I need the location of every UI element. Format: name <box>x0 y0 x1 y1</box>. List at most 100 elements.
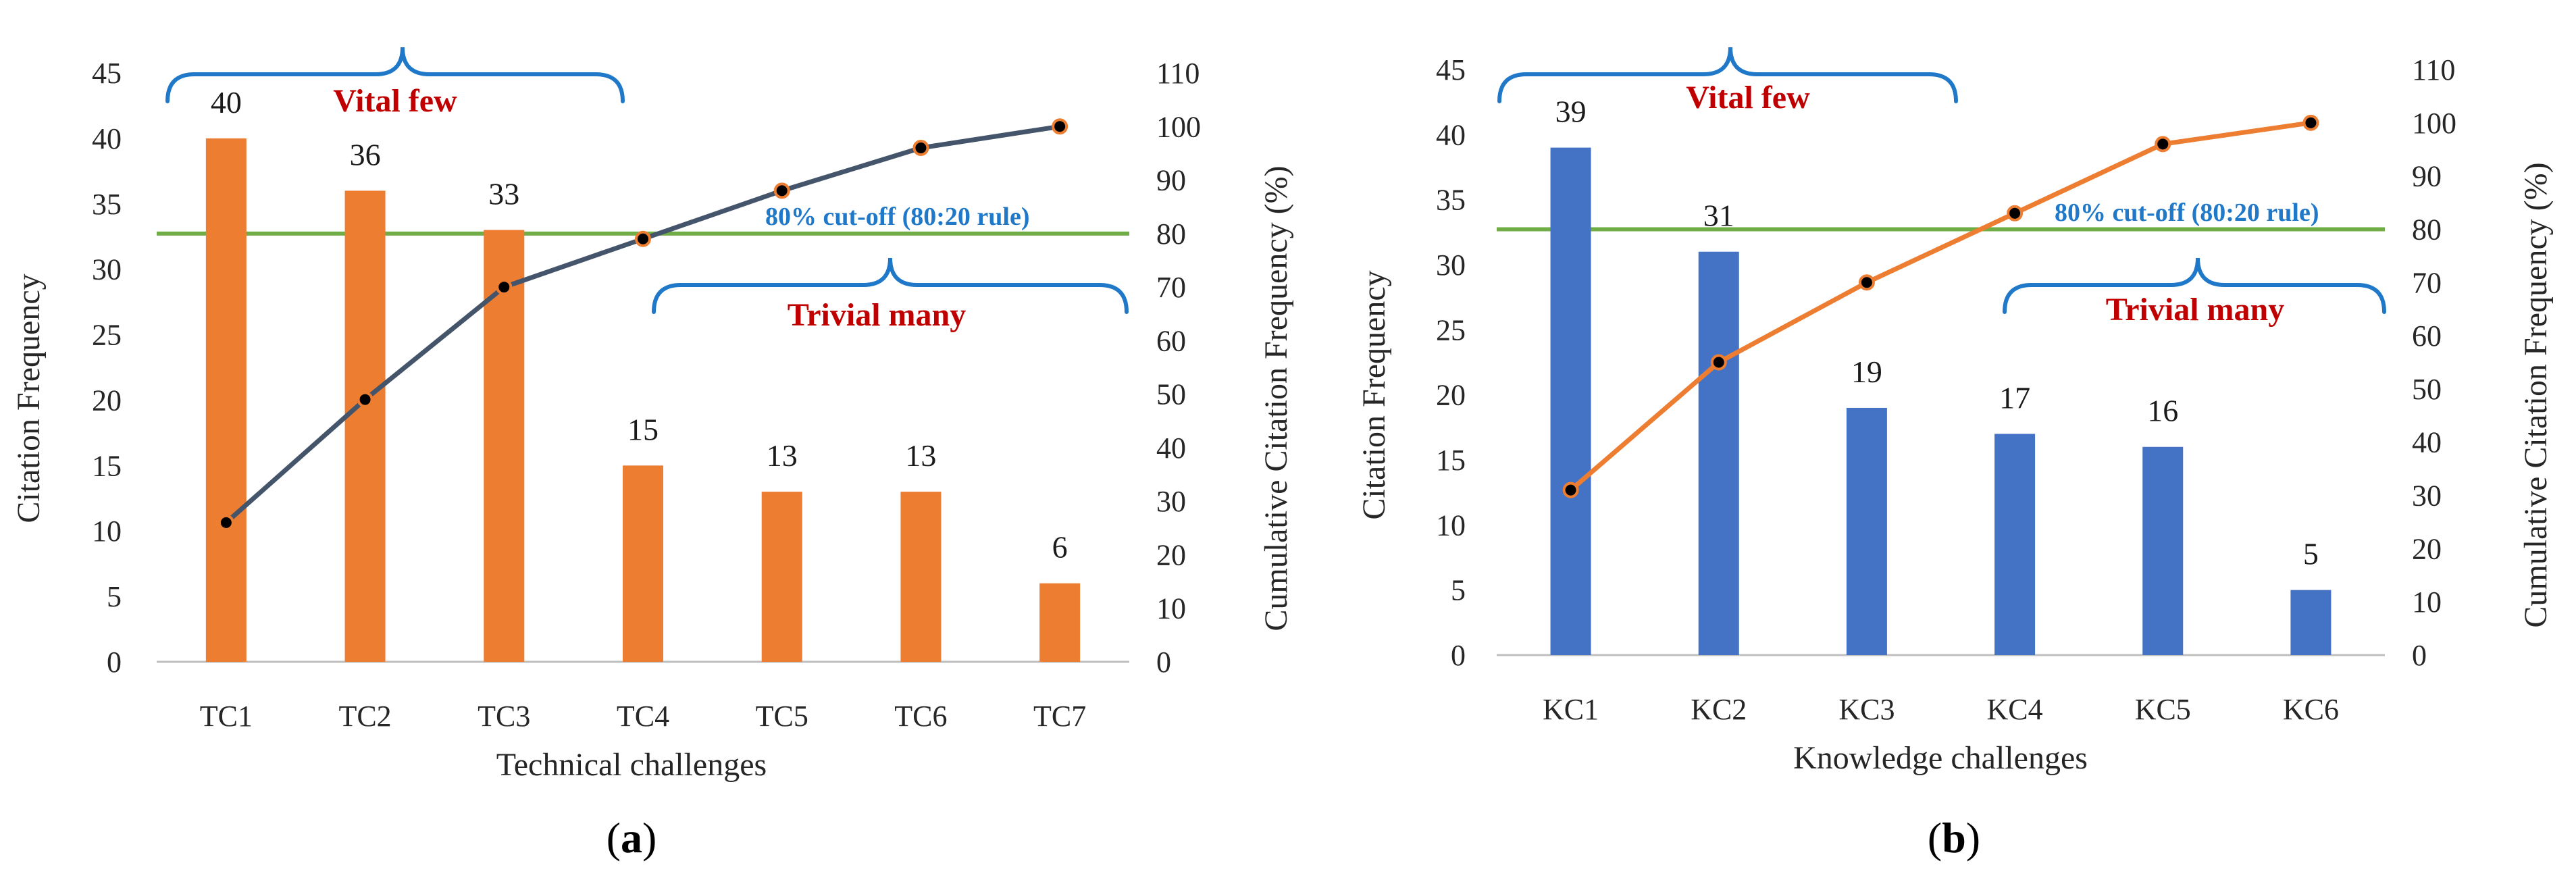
bar-tc7 <box>1039 583 1081 662</box>
cumulative-point-tc6 <box>912 139 929 156</box>
data-label-tc1: 40 <box>211 85 242 120</box>
x-tick-tc3: TC3 <box>478 700 530 733</box>
x-tick-tc7: TC7 <box>1033 700 1086 733</box>
right-y-tick-label: 60 <box>1156 324 1186 357</box>
right-y-tick-label: 60 <box>2412 319 2442 353</box>
bar-kc3 <box>1846 407 1887 655</box>
data-label-tc7: 6 <box>1052 530 1068 565</box>
cumulative-point-tc5 <box>773 182 790 199</box>
data-label-kc6: 5 <box>2303 537 2319 571</box>
right-y-tick-label: 90 <box>1156 164 1186 197</box>
panel-b-chart: 0 5 10 15 20 25 30 35 40 45 0 10 20 30 40 50 60 70 80 90 10… <box>1356 47 2554 862</box>
cumulative-point-tc2 <box>357 391 373 408</box>
panel-a-x-ticks: TC1 TC2 TC3 TC4 TC5 TC6 TC7 <box>200 700 1087 733</box>
panel-b-left-y-ticks: 0 5 10 15 20 25 30 35 40 45 <box>1436 53 1466 672</box>
data-label-tc4: 15 <box>627 412 659 446</box>
left-y-tick-label: 45 <box>92 57 122 90</box>
right-y-tick-label: 100 <box>1156 110 1201 143</box>
left-y-tick-label: 5 <box>1451 574 1466 607</box>
panel-b-vital-few-brace <box>1497 47 1958 103</box>
right-y-tick-label: 30 <box>1156 485 1186 518</box>
bar-kc6 <box>2290 590 2332 655</box>
panel-a-trivial-many-label: Trivial many <box>788 297 966 333</box>
right-y-tick-label: 10 <box>1156 592 1186 625</box>
left-y-tick-label: 20 <box>1436 379 1466 412</box>
panel-b-vital-few-label: Vital few <box>1686 80 1810 115</box>
data-label-tc5: 13 <box>767 438 798 473</box>
bar-kc5 <box>2142 446 2184 655</box>
panel-b-right-y-ticks: 0 10 20 30 40 50 60 70 80 90 100 110 <box>2412 53 2456 672</box>
x-tick-tc6: TC6 <box>894 700 947 733</box>
left-y-tick-label: 15 <box>1436 444 1466 477</box>
data-label-kc4: 17 <box>1999 380 2030 415</box>
x-tick-tc1: TC1 <box>200 700 253 733</box>
right-y-tick-label: 50 <box>2412 373 2442 406</box>
cumulative-point-kc4 <box>2007 205 2024 222</box>
data-label-kc5: 16 <box>2147 394 2178 428</box>
panel-a-label: (a) <box>607 814 657 862</box>
cumulative-point-tc3 <box>496 279 513 296</box>
panel-a-y2-axis-title: Cumulative Citation Frequency (%) <box>1258 165 1294 631</box>
x-tick-kc5: KC5 <box>2135 693 2191 726</box>
panel-a-chart: 0 5 10 15 20 25 30 35 40 45 0 10 20 30 40 50 60 70 80 90 10… <box>11 47 1294 862</box>
x-tick-tc4: TC4 <box>617 700 669 733</box>
left-y-tick-label: 30 <box>1436 249 1466 282</box>
left-y-tick-label: 20 <box>92 384 122 417</box>
panel-b-x-axis-title: Knowledge challenges <box>1793 740 2088 776</box>
right-y-tick-label: 70 <box>2412 266 2442 299</box>
panel-a-cutoff-label: 80% cut-off (80:20 rule) <box>765 203 1030 231</box>
right-y-tick-label: 0 <box>1156 646 1171 679</box>
bar-tc3 <box>484 230 525 662</box>
panel-a-right-y-ticks: 0 10 20 30 40 50 60 70 80 90 100 110 <box>1156 57 1201 679</box>
right-y-tick-label: 40 <box>1156 432 1186 465</box>
right-y-tick-label: 10 <box>2412 586 2442 619</box>
left-y-tick-label: 0 <box>1451 639 1466 672</box>
bar-tc1 <box>205 138 247 662</box>
data-label-kc3: 19 <box>1851 355 1882 389</box>
panel-b-label: (b) <box>1928 814 1980 862</box>
right-y-tick-label: 110 <box>2412 53 2455 86</box>
left-y-tick-label: 40 <box>92 122 122 155</box>
panel-a-trivial-many-brace <box>652 257 1129 314</box>
left-y-tick-label: 25 <box>92 319 122 352</box>
left-y-tick-label: 40 <box>1436 118 1466 151</box>
bar-kc2 <box>1698 251 1739 655</box>
right-y-tick-label: 30 <box>2412 479 2442 513</box>
cumulative-series-line <box>1569 120 2311 492</box>
cumulative-point-kc5 <box>2155 136 2171 153</box>
bar-tc5 <box>761 492 802 662</box>
data-label-tc6: 13 <box>905 438 936 473</box>
x-tick-kc1: KC1 <box>1543 693 1599 726</box>
data-label-kc2: 31 <box>1703 199 1734 233</box>
panel-b-y-axis-title: Citation Frequency <box>1356 270 1392 519</box>
panel-a-left-y-ticks: 0 5 10 15 20 25 30 35 40 45 <box>92 57 122 679</box>
cumulative-point-tc1 <box>217 514 234 531</box>
cumulative-point-tc7 <box>1052 118 1068 135</box>
panel-b-y2-axis-title: Cumulative Citation Frequency (%) <box>2518 162 2554 627</box>
x-tick-tc2: TC2 <box>338 700 391 733</box>
panel-b-x-ticks: KC1 KC2 KC3 KC4 KC5 KC6 <box>1543 693 2339 726</box>
right-y-tick-label: 90 <box>2412 160 2442 193</box>
x-tick-kc3: KC3 <box>1838 693 1895 726</box>
right-y-tick-label: 80 <box>1156 217 1186 251</box>
right-y-tick-label: 70 <box>1156 271 1186 304</box>
right-y-tick-label: 80 <box>2412 213 2442 246</box>
data-label-tc2: 36 <box>350 137 381 172</box>
cumulative-point-tc4 <box>635 230 651 247</box>
panel-b-cutoff-label: 80% cut-off (80:20 rule) <box>2055 199 2319 227</box>
panel-a-y-axis-title: Citation Frequency <box>11 274 47 523</box>
bar-tc4 <box>623 465 663 662</box>
x-tick-kc4: KC4 <box>1987 693 2043 726</box>
left-y-tick-label: 25 <box>1436 313 1466 346</box>
left-y-tick-label: 5 <box>107 580 122 613</box>
panel-a-x-axis-title: Technical challenges <box>496 747 767 783</box>
panel-b-trivial-many-brace <box>2003 257 2386 314</box>
bar-kc1 <box>1550 147 1591 656</box>
left-y-tick-label: 10 <box>1436 509 1466 542</box>
panel-b-data-labels: 39 31 19 17 16 5 <box>1555 95 2319 571</box>
cumulative-point-kc6 <box>2302 114 2319 131</box>
x-tick-kc2: KC2 <box>1691 693 1747 726</box>
cumulative-point-kc2 <box>1710 354 1727 371</box>
bar-tc6 <box>900 492 942 662</box>
panel-a-vital-few-label: Vital few <box>333 83 457 119</box>
